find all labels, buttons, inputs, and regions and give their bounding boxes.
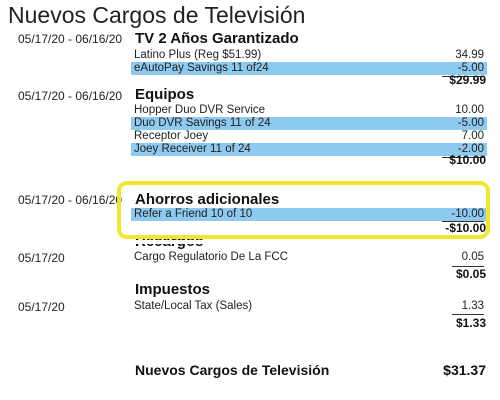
line-item-label: Receptor Joey [134, 130, 209, 142]
section-total: $29.99 [449, 73, 486, 87]
line-item-highlighted: eAutoPay Savings 11 of24 -5.00 [131, 62, 487, 75]
section-total: $10.00 [449, 153, 486, 167]
line-item-label: Refer a Friend 10 of 10 [134, 208, 253, 220]
section-date: 05/17/20 - 06/16/20 [18, 89, 123, 103]
line-item-amount: 7.00 [461, 130, 484, 142]
section-heading: TV 2 Años Garantizado [135, 30, 299, 47]
section-date: 05/17/20 [18, 300, 65, 314]
section-total: $1.33 [455, 316, 486, 330]
callout-highlight-box [117, 181, 490, 239]
line-item-amount: -2.00 [457, 143, 484, 155]
line-item: Receptor Joey 7.00 [131, 130, 487, 143]
line-item-highlighted: Joey Receiver 11 of 24 -2.00 [131, 143, 487, 156]
line-item-amount: -10.00 [451, 208, 484, 220]
line-item-label: Latino Plus (Reg $51.99) [134, 49, 262, 61]
line-item-highlighted: Duo DVR Savings 11 of 24 -5.00 [131, 117, 487, 130]
section-heading: Ahorros adicionales [135, 191, 280, 208]
grand-total-amount: $31.37 [443, 362, 486, 378]
subtotal-rule [442, 157, 484, 158]
line-item-amount: 1.33 [461, 300, 484, 312]
section-date: 05/17/20 [18, 251, 65, 265]
section-heading: Impuestos [135, 281, 211, 298]
line-item-label: Duo DVR Savings 11 of 24 [134, 117, 271, 129]
section-date: 05/17/20 - 06/16/20 [18, 32, 123, 46]
line-item: Hopper Duo DVR Service 10.00 [131, 104, 487, 117]
line-item-label: eAutoPay Savings 11 of24 [134, 62, 269, 74]
line-item-label: Hopper Duo DVR Service [134, 104, 266, 116]
line-item-amount: 10.00 [455, 104, 484, 116]
line-item-amount: 34.99 [455, 49, 484, 61]
line-item: Cargo Regulatorio De La FCC 0.05 [131, 251, 487, 264]
page-title: Nuevos Cargos de Televisión [8, 2, 306, 28]
line-item: State/Local Tax (Sales) 1.33 [131, 300, 487, 313]
subtotal-rule [452, 266, 484, 267]
grand-total-label: Nuevos Cargos de Televisión [135, 362, 330, 378]
line-item-amount: -5.00 [457, 62, 484, 74]
line-item-label: Joey Receiver 11 of 24 [134, 143, 251, 155]
line-item-label: State/Local Tax (Sales) [134, 300, 253, 312]
line-item-amount: -5.00 [457, 117, 484, 129]
section-total: $0.05 [455, 267, 486, 281]
callout-underlay [135, 240, 205, 244]
line-item-label: Cargo Regulatorio De La FCC [134, 251, 289, 263]
section-date: 05/17/20 - 06/16/20 [18, 193, 123, 207]
line-item-amount: 0.05 [461, 251, 484, 263]
section-total: -$10.00 [445, 221, 486, 235]
line-item: Latino Plus (Reg $51.99) 34.99 [131, 49, 487, 62]
subtotal-rule [452, 314, 484, 315]
subtotal-rule [442, 221, 484, 222]
subtotal-rule [442, 76, 484, 77]
line-item-highlighted: Refer a Friend 10 of 10 -10.00 [131, 208, 487, 221]
section-heading: Equipos [135, 86, 195, 103]
